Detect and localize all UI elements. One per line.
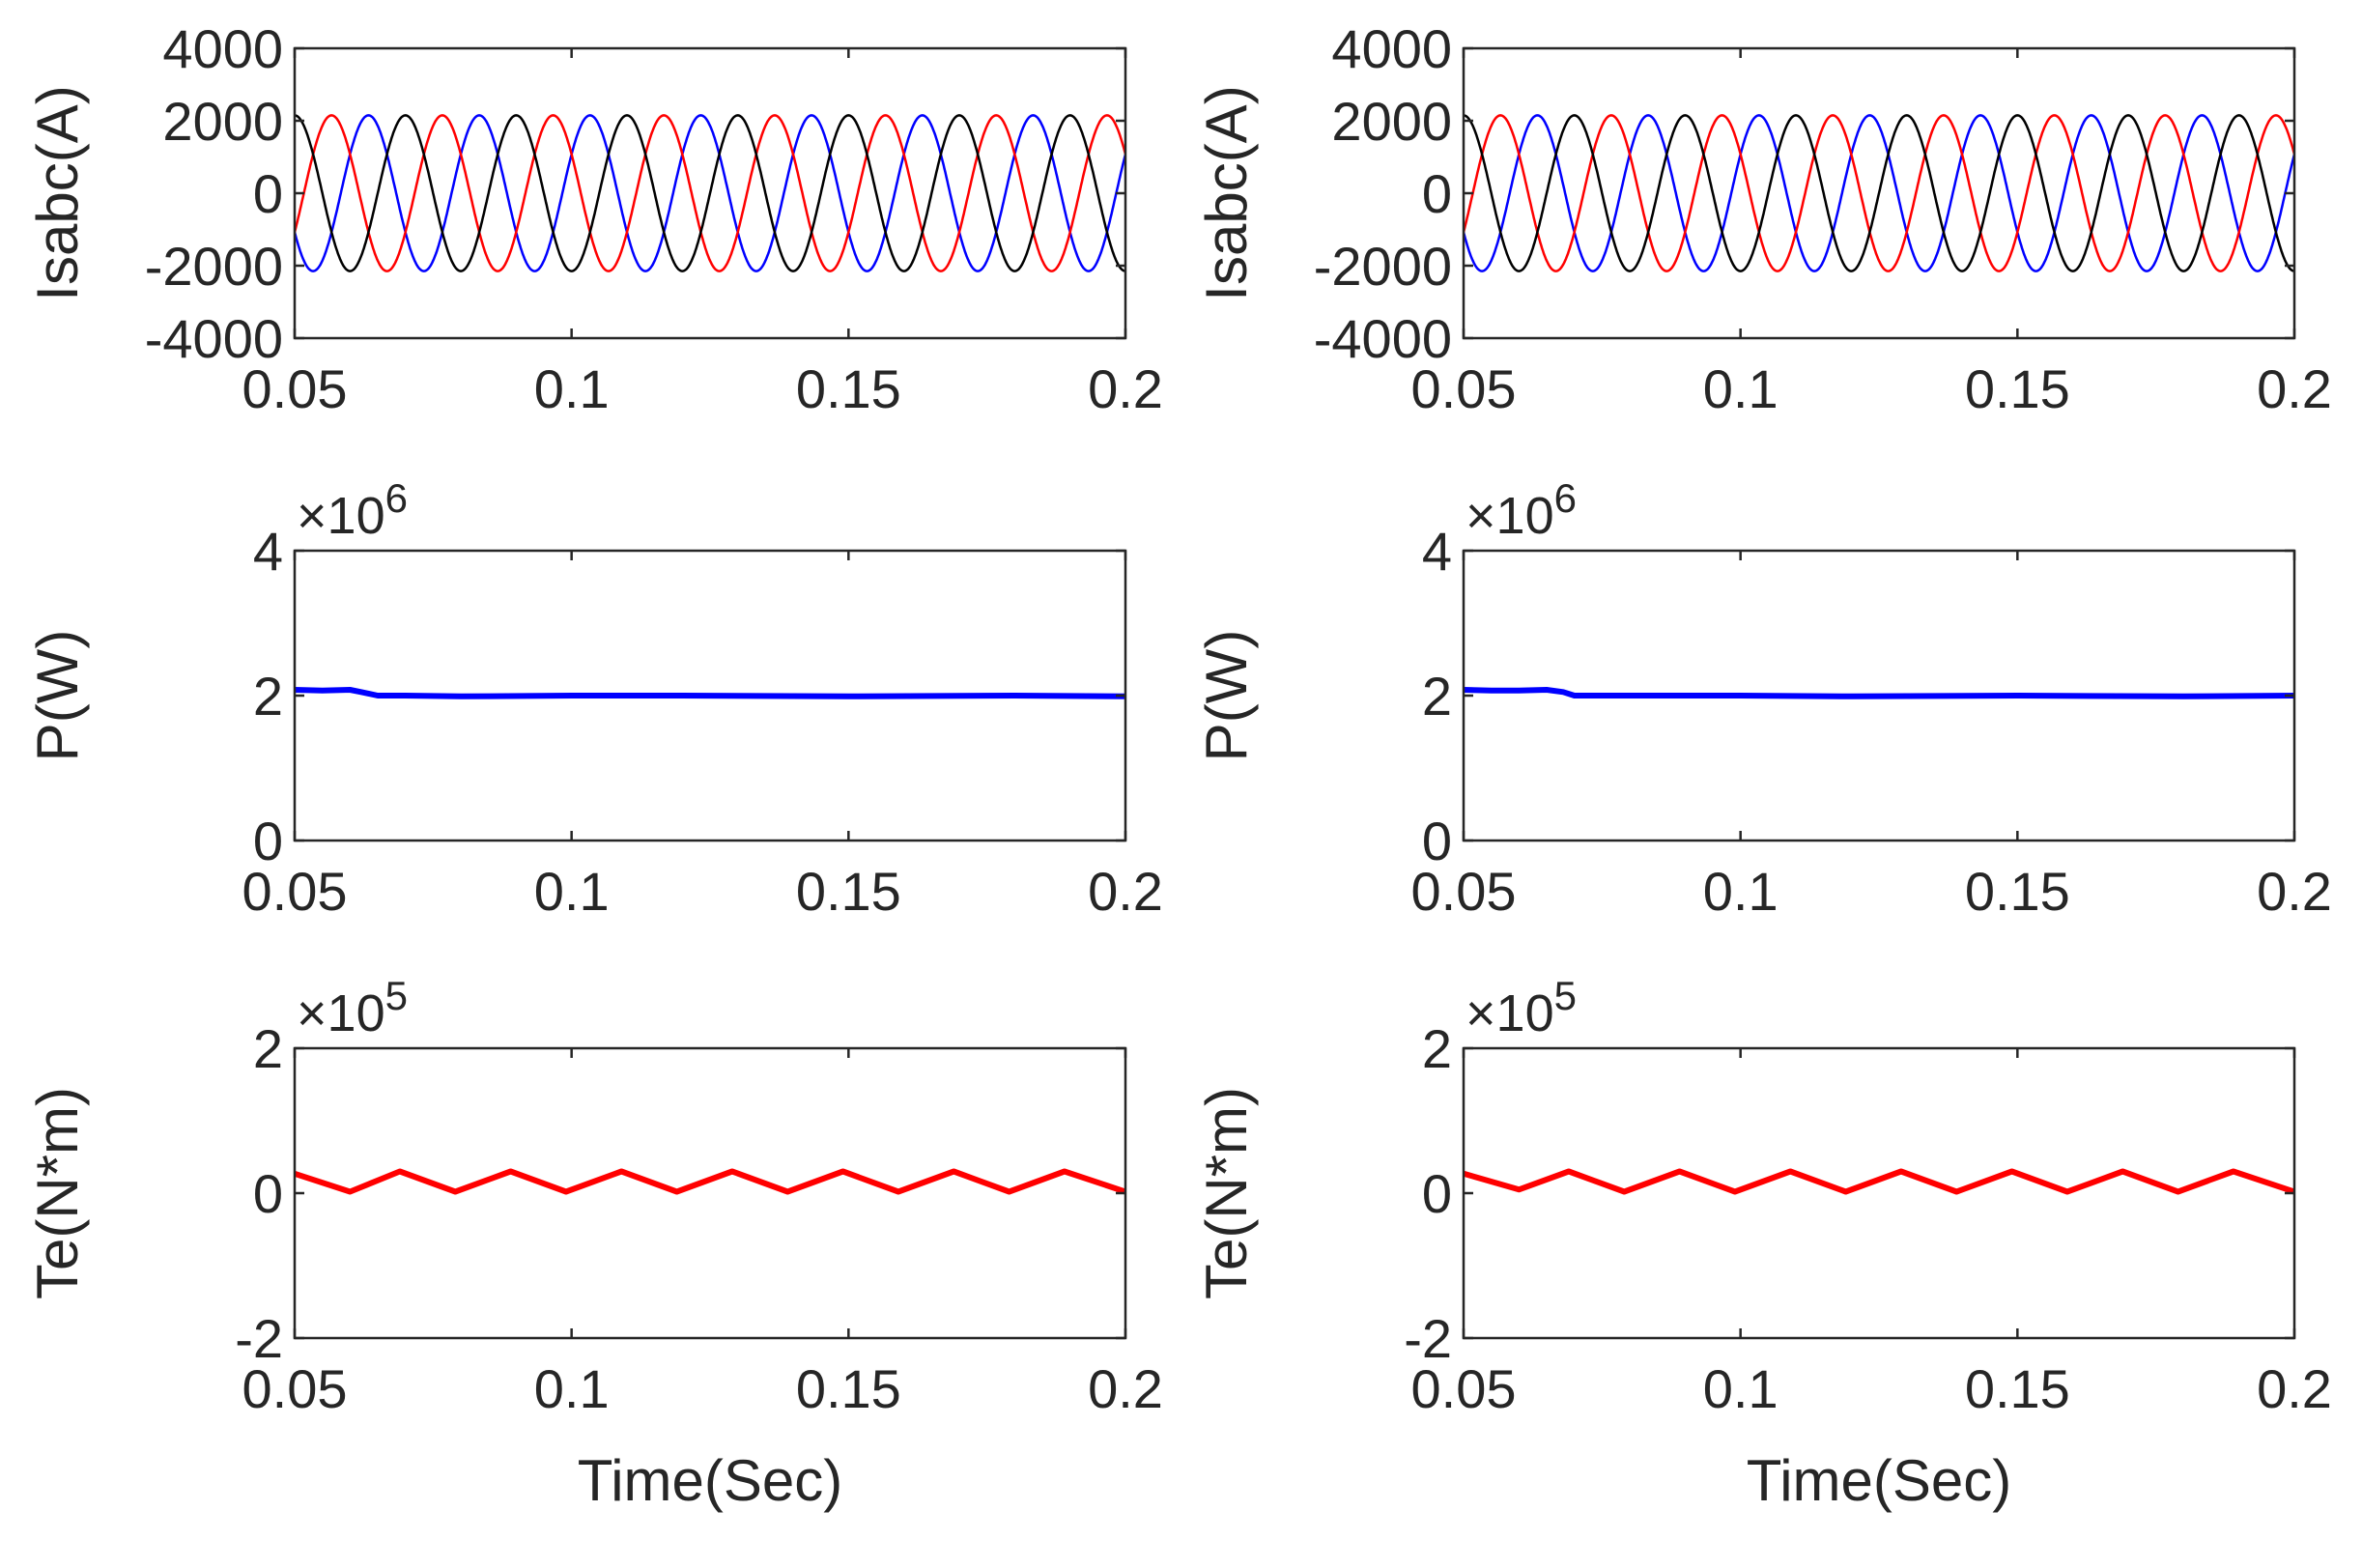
series-line-2 — [295, 114, 1125, 272]
x-axis-label: Time(Sec) — [578, 1448, 842, 1513]
y-tick-label: -2000 — [145, 236, 283, 297]
x-tick-label: 0.15 — [796, 861, 901, 922]
x-tick-label: 0.1 — [1703, 358, 1779, 419]
x-tick-label: 0.15 — [1965, 861, 2070, 922]
x-tick-label: 0.1 — [534, 1358, 610, 1419]
y-tick-label: 4 — [253, 521, 283, 582]
x-tick-label: 0.2 — [1088, 1358, 1163, 1419]
y-axis-label: Isabc(A) — [1194, 85, 1259, 300]
series-line-1 — [1464, 1168, 2294, 1195]
x-tick-label: 0.2 — [1088, 358, 1163, 419]
x-tick-label: 0.1 — [1703, 1358, 1779, 1419]
x-tick-label: 0.2 — [2257, 1358, 2332, 1419]
y-axis-exponent-power: 6 — [1554, 475, 1577, 521]
y-tick-label: 0 — [1422, 1163, 1452, 1224]
y-axis-label: Te(N*m) — [25, 1087, 90, 1299]
y-axis-exponent-power: 6 — [385, 475, 408, 521]
y-tick-label: 2000 — [1331, 91, 1452, 152]
x-tick-label: 0.15 — [1965, 1358, 2070, 1419]
x-tick-label: 0.15 — [796, 1358, 901, 1419]
y-axis-label: P(W) — [25, 630, 90, 762]
y-tick-label: -2000 — [1314, 236, 1452, 297]
x-tick-label: 0.2 — [1088, 861, 1163, 922]
y-axis-label: Isabc(A) — [25, 85, 90, 300]
x-tick-label: 0.15 — [796, 358, 901, 419]
y-tick-label: 0 — [1422, 163, 1452, 224]
chart-panel-1: 0.05 0.1 0.15 0.2 4000 2000 0 -2000 -4000 Isabc(A… — [25, 18, 1163, 419]
x-tick-label: 0.05 — [242, 1358, 348, 1419]
y-tick-label: -4000 — [145, 308, 283, 369]
x-axis-label: Time(Sec) — [1747, 1448, 2011, 1513]
y-tick-label: 0 — [253, 163, 283, 224]
y-axis-exponent-power: 5 — [385, 973, 408, 1018]
y-tick-label: 0 — [253, 811, 283, 871]
y-tick-label: 2 — [253, 1018, 283, 1079]
x-tick-label: 0.15 — [1965, 358, 2070, 419]
y-tick-label: 2 — [1422, 666, 1452, 727]
x-tick-label: 0.05 — [242, 358, 348, 419]
x-tick-label: 0.1 — [534, 861, 610, 922]
x-tick-label: 0.2 — [2257, 861, 2332, 922]
y-tick-label: 2 — [253, 666, 283, 727]
y-axis-label: Te(N*m) — [1194, 1087, 1259, 1299]
series-line-2 — [1464, 114, 2294, 272]
y-tick-label: -2 — [235, 1308, 283, 1369]
series-line-3 — [1464, 114, 2294, 272]
y-tick-label: 2000 — [162, 91, 283, 152]
x-tick-label: 0.1 — [1703, 861, 1779, 922]
x-tick-label: 0.1 — [534, 358, 610, 419]
series-line-1 — [295, 687, 1125, 699]
x-tick-label: 0.05 — [1411, 861, 1517, 922]
chart-panel-2: 0.05 0.1 0.15 0.2 4000 2000 0 -2000 -4000 Isabc(A… — [1194, 18, 2332, 419]
x-tick-label: 0.05 — [1411, 358, 1517, 419]
y-tick-label: 4000 — [162, 18, 283, 79]
y-tick-label: -2 — [1404, 1308, 1452, 1369]
y-axis-label: P(W) — [1194, 630, 1259, 762]
y-tick-label: 2 — [1422, 1018, 1452, 1079]
series-line-3 — [295, 114, 1125, 272]
series-line-1 — [1464, 687, 2294, 699]
x-tick-label: 0.05 — [242, 861, 348, 922]
series-line-1 — [295, 1168, 1125, 1195]
y-tick-label: 0 — [253, 1163, 283, 1224]
y-axis-exponent-power: 5 — [1554, 973, 1577, 1018]
x-tick-label: 0.2 — [2257, 358, 2332, 419]
series-line-1 — [295, 114, 1125, 272]
series-line-1 — [1464, 114, 2294, 272]
x-tick-label: 0.05 — [1411, 1358, 1517, 1419]
y-tick-label: -4000 — [1314, 308, 1452, 369]
y-tick-label: 4000 — [1331, 18, 1452, 79]
y-tick-label: 4 — [1422, 521, 1452, 582]
y-tick-label: 0 — [1422, 811, 1452, 871]
